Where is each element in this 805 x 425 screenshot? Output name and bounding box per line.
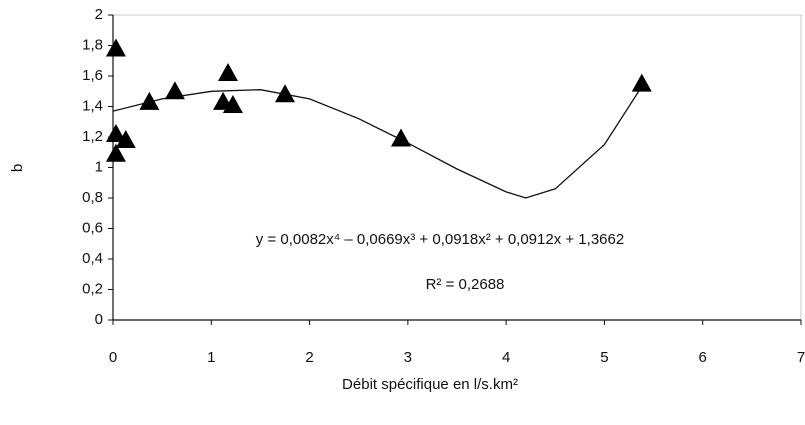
- y-axis-label: b: [9, 164, 26, 172]
- r-squared: R² = 0,2688: [426, 276, 505, 293]
- data-point: [105, 38, 126, 57]
- x-tick-label: 3: [404, 349, 412, 366]
- data-point: [164, 81, 185, 100]
- trendline: [112, 83, 645, 199]
- x-tick-label: 6: [699, 349, 707, 366]
- y-tick-label: 1,8: [82, 36, 103, 53]
- x-tick-label: 1: [207, 349, 215, 366]
- x-tick-label: 7: [797, 349, 805, 366]
- x-axis-label: Débit spécifique en l/s.km²: [342, 376, 518, 393]
- data-point: [115, 130, 136, 149]
- y-tick-label: 1,4: [82, 97, 103, 114]
- x-tick-label: 5: [600, 349, 608, 366]
- data-point: [139, 91, 160, 110]
- y-tick-label: 0,6: [82, 219, 103, 236]
- plot-frame: [112, 14, 802, 321]
- x-tick-label: 4: [502, 349, 510, 366]
- y-tick-label: 1,6: [82, 67, 103, 84]
- trendline-equation: y = 0,0082x⁴ – 0,0669x³ + 0,0918x² + 0,0…: [256, 231, 624, 248]
- y-tick-label: 0: [95, 311, 103, 328]
- data-point: [217, 62, 238, 81]
- data-point: [631, 73, 652, 92]
- data-point: [105, 123, 126, 142]
- x-tick-label: 0: [109, 349, 117, 366]
- data-point: [222, 94, 243, 113]
- data-point: [105, 143, 126, 162]
- y-tick-label: 1: [95, 158, 103, 175]
- data-point: [275, 84, 295, 103]
- y-tick-label: 0,4: [82, 250, 103, 267]
- data-point: [390, 128, 411, 147]
- y-tick-label: 0,2: [82, 280, 103, 297]
- x-tick-label: 2: [305, 349, 313, 366]
- y-tick-label: 1,2: [82, 128, 103, 145]
- y-tick-label: 0,8: [82, 189, 103, 206]
- y-tick-label: 2: [95, 6, 103, 23]
